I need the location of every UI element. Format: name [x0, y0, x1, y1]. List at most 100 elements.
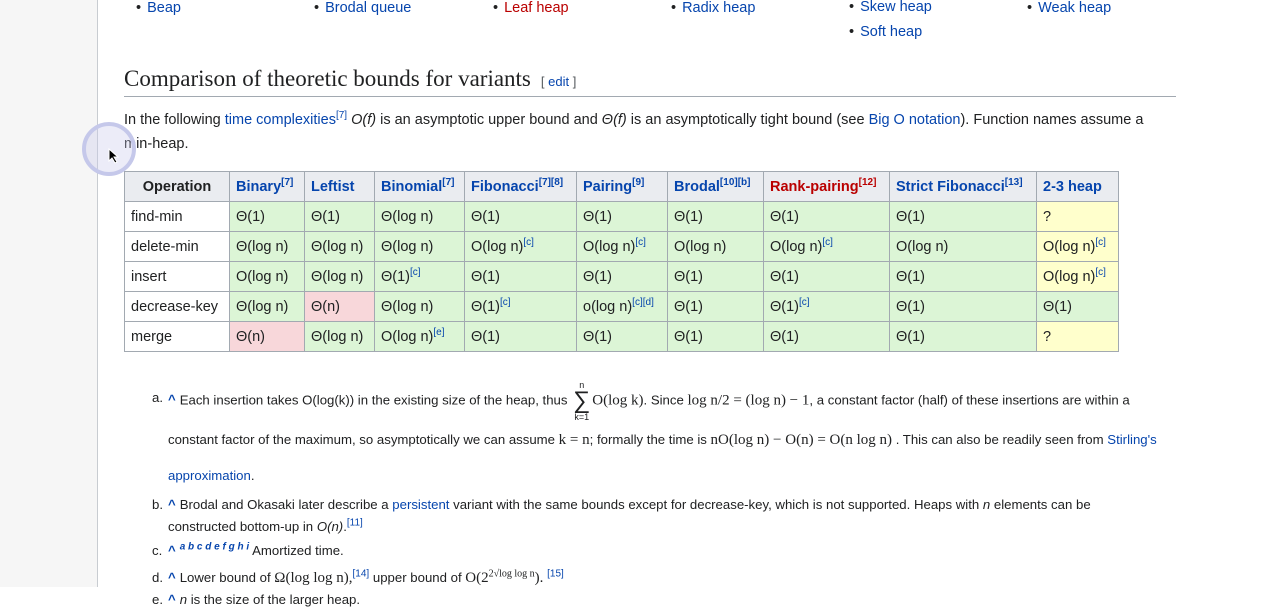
backlink[interactable]: ^ — [168, 497, 176, 512]
heap-link[interactable]: Brodal queue — [314, 0, 411, 16]
math: O(log k) — [592, 392, 644, 409]
footnote: b. ^ Brodal and Okasaki later describe a p… — [152, 494, 1162, 538]
ref[interactable]: [c] — [1095, 236, 1106, 248]
heap-link[interactable]: Skew heap — [849, 0, 932, 15]
math: log n/2 = (log n) − 1 — [687, 392, 810, 409]
ref[interactable]: [7] — [335, 110, 348, 122]
edit-link[interactable]: edit — [548, 74, 570, 89]
complexity-cell: Θ(log n) — [374, 231, 465, 262]
complexity-cell: Θ(1) — [229, 201, 305, 232]
ref[interactable]: [7] — [281, 176, 294, 188]
ref[interactable]: [7][8] — [538, 176, 564, 188]
cell-text: Θ(1) — [896, 268, 925, 285]
heap-link[interactable]: Soft heap — [849, 24, 922, 40]
complexity-cell: Θ(1) — [576, 321, 668, 352]
heap-link[interactable]: Beap — [136, 0, 181, 16]
ref[interactable]: [14] — [352, 568, 370, 580]
backlink[interactable]: ^ — [168, 543, 176, 558]
header-text[interactable]: Binary — [236, 178, 282, 195]
backlink[interactable]: ^ — [168, 570, 176, 585]
complexity-cell: O(log n)[c] — [763, 231, 890, 262]
complexity-cell: Θ(1) — [464, 321, 577, 352]
ref[interactable]: [c][d] — [632, 296, 654, 308]
text: Brodal and Okasaki later describe a — [179, 497, 393, 512]
complexity-cell: Θ(log n) — [304, 231, 375, 262]
header-text[interactable]: Rank-pairing — [770, 178, 859, 195]
complexity-cell: Θ(1)[c] — [464, 291, 577, 322]
ref[interactable]: [7] — [442, 176, 455, 188]
header-row: Operation Binary[7] Leftist Binomial[7] Fibo… — [124, 171, 1119, 202]
complexity-cell: Θ(log n) — [229, 231, 305, 262]
ref[interactable]: [9] — [632, 176, 645, 188]
cell-text: Θ(1) — [770, 298, 799, 315]
cell-text: ? — [1043, 328, 1052, 345]
math: O(2 — [465, 570, 489, 586]
complexity-cell: o(log n)[c][d] — [576, 291, 668, 322]
header-text[interactable]: Fibonacci — [471, 178, 539, 195]
text: . This can also be readily seen from — [892, 432, 1108, 447]
ref[interactable]: [11] — [346, 517, 363, 529]
ref[interactable]: [e] — [433, 326, 445, 338]
complexity-cell: Θ(log n) — [304, 321, 375, 352]
cell-text: O(log n) — [770, 238, 823, 255]
header-text[interactable]: Strict Fibonacci — [896, 178, 1005, 195]
backlink[interactable]: ^ — [168, 392, 176, 408]
text: Lower bound of — [179, 570, 275, 585]
text: . Since — [643, 392, 688, 408]
header-text[interactable]: Pairing — [583, 178, 633, 195]
ref[interactable]: [c] — [500, 296, 511, 308]
link[interactable]: Stirling's approximation — [168, 432, 1157, 483]
complexity-cell: O(log n)[c] — [464, 231, 577, 262]
ref[interactable]: [c] — [799, 296, 810, 308]
text: ; formally the time is — [589, 432, 711, 447]
cell-text: Θ(1) — [583, 208, 612, 225]
math: ). — [534, 570, 548, 586]
cell-text: O(log n) — [1043, 238, 1096, 255]
complexity-cell: Θ(1) — [889, 321, 1037, 352]
text: variant with the same bounds except for … — [449, 497, 983, 512]
ref[interactable]: [c] — [523, 236, 534, 248]
cell-text: Θ(1) — [674, 298, 703, 315]
operation-cell: find-min — [124, 201, 230, 232]
cell-text: O(log n) — [236, 268, 289, 285]
backlinks[interactable]: a b c d e f g h i — [179, 541, 250, 553]
header-text[interactable]: Brodal — [674, 178, 720, 195]
column-header: Rank-pairing[12] — [763, 171, 890, 202]
heap-link[interactable]: Radix heap — [671, 0, 755, 16]
heap-link[interactable]: Weak heap — [1027, 0, 1111, 16]
header-text[interactable]: Leftist — [311, 178, 355, 195]
complexity-cell: Θ(1) — [576, 261, 668, 292]
operation-cell: delete-min — [124, 231, 230, 262]
link[interactable]: persistent — [392, 497, 450, 512]
cell-text: Θ(log n) — [381, 298, 434, 315]
ref[interactable]: [10][b] — [719, 176, 751, 188]
heap-link[interactable]: Leaf heap — [493, 0, 569, 16]
cell-text: insert — [131, 268, 167, 285]
ref[interactable]: [12] — [858, 176, 877, 188]
cell-text: Θ(1) — [236, 208, 265, 225]
ref[interactable]: [c] — [635, 236, 646, 248]
ref[interactable]: [15] — [547, 568, 564, 580]
complexity-cell: Θ(log n) — [374, 291, 465, 322]
text: upper bound of — [369, 570, 466, 585]
ref[interactable]: [c] — [410, 266, 421, 278]
cell-text: Θ(1) — [471, 268, 500, 285]
ref[interactable]: [c] — [822, 236, 833, 248]
cell-text: decrease-key — [131, 298, 219, 315]
complexity-cell: Θ(1) — [889, 261, 1037, 292]
cell-text: Θ(n) — [311, 298, 340, 315]
backlink[interactable]: ^ — [168, 592, 176, 607]
text: is an asymptotic upper bound and — [376, 112, 602, 128]
cell-text: Θ(1) — [896, 298, 925, 315]
complexity-cell: O(log n)[c] — [1036, 231, 1119, 262]
ref[interactable]: [13] — [1004, 176, 1023, 188]
header-text[interactable]: Binomial — [381, 178, 443, 195]
complexity-cell: Θ(1) — [1036, 291, 1119, 322]
link[interactable]: Big O notation — [868, 112, 961, 128]
link[interactable]: time complexities — [224, 112, 336, 128]
ref[interactable]: [c] — [1095, 266, 1106, 278]
header-text[interactable]: 2-3 heap — [1043, 178, 1102, 195]
cell-text: ? — [1043, 208, 1052, 225]
sum-bottom: k=1 — [574, 412, 590, 422]
table-row: insert O(log n) Θ(log n) Θ(1)[c] Θ(1) Θ(1) Θ(1… — [124, 261, 1119, 292]
